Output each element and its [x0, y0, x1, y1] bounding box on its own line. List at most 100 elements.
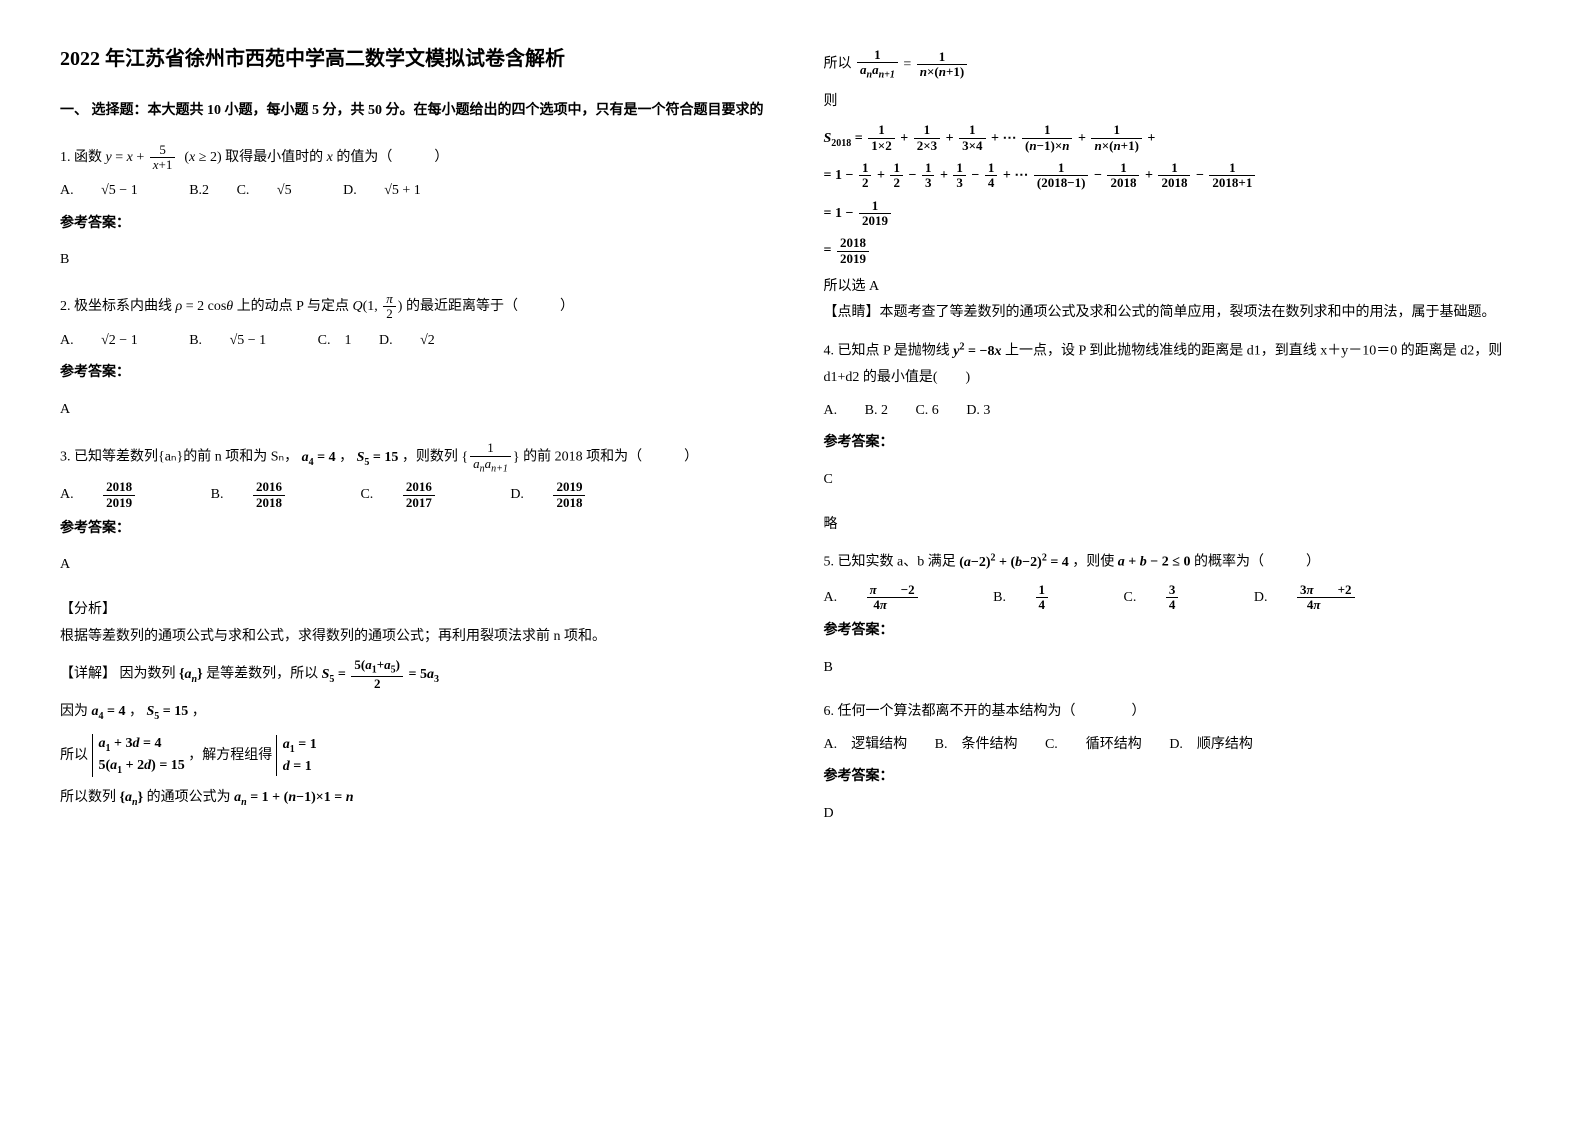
r-then: 则: [824, 89, 1528, 116]
r-result: 所以选 A: [824, 274, 1528, 301]
q2-ans: A: [60, 397, 764, 424]
q6-ans: D: [824, 801, 1528, 828]
q3-d2c: S5 = 15: [146, 704, 188, 719]
question-1: 1. 函数 y = x + 5x+1 (x ≥ 2) 取得最小值时的 x 的值为…: [60, 143, 764, 173]
q3-detail-3: 所以 a1 + 3d = 4 5(a1 + 2d) = 15 ，解方程组得 a1…: [60, 734, 764, 778]
section-intro: 一、 选择题：本大题共 10 小题，每小题 5 分，共 50 分。在每小题给出的…: [60, 98, 764, 125]
r-simplify2: = 20182019: [824, 236, 1528, 266]
q2-ans-label: 参考答案：: [60, 360, 764, 387]
q1-ans: B: [60, 247, 764, 274]
q6-optB: B. 条件结构: [935, 732, 1018, 759]
q3-system1: a1 + 3d = 4 5(a1 + 2d) = 15: [92, 734, 185, 778]
q5-optC: C. 34: [1124, 583, 1227, 613]
q3-optA: A. 20182019: [60, 480, 183, 510]
q3-a4: a4 = 4: [302, 450, 336, 465]
q3-detail-2: 因为 a4 = 4 ， S5 = 15 ，: [60, 699, 764, 726]
q3-d1eq: S5 = 5(a1+a5)2 = 5a3: [322, 667, 439, 682]
q6-ans-label: 参考答案：: [824, 764, 1528, 791]
q2-optB: B. √5 − 1: [189, 328, 290, 355]
q5-mid: ，则使: [1072, 555, 1114, 570]
q3-d4b: 的通项公式为: [147, 790, 231, 805]
question-4: 4. 已知点 P 是抛物线 y2 = −8x 上一点，设 P 到此抛物线准线的距…: [824, 337, 1528, 392]
q5-suffix: 的概率为（ ）: [1194, 555, 1320, 570]
q3-mid2: ，则数列: [402, 450, 458, 465]
q4-ans: C: [824, 467, 1528, 494]
q5-prefix: 5. 已知实数 a、b 满足: [824, 555, 956, 570]
q3-optB: B. 20162018: [211, 480, 333, 510]
q5-ans-label: 参考答案：: [824, 618, 1528, 645]
q5-optD: D. 3π+24π: [1254, 583, 1403, 613]
q6-options: A. 逻辑结构 B. 条件结构 C. 循环结构 D. 顺序结构: [824, 732, 1528, 759]
q3-suffix: 的前 2018 项和为（ ）: [523, 450, 698, 465]
q3-analysis-label: 【分析】: [60, 597, 764, 624]
q4-parabola: y2 = −8x: [953, 344, 1001, 359]
q3-d2d: ，: [192, 704, 206, 719]
q5-ans: B: [824, 655, 1528, 682]
q2-curve: ρ = 2 cosθ: [176, 299, 234, 314]
q3-prefix: 3. 已知等差数列{aₙ}的前 n 项和为 Sₙ，: [60, 450, 298, 465]
q3-d3a: 所以: [60, 748, 88, 763]
q1-optA: A. √5 − 1: [60, 178, 162, 205]
q3-d1b: 是等差数列，所以: [206, 667, 318, 682]
r1f: 1anan+1 = 1n×(n+1): [855, 57, 969, 72]
q4-optC: C. 6: [915, 398, 938, 425]
q3-mid1: ，: [339, 450, 353, 465]
q1-ans-label: 参考答案：: [60, 211, 764, 238]
q3-optC: C. 20162017: [360, 480, 482, 510]
question-2: 2. 极坐标系内曲线 ρ = 2 cosθ 上的动点 P 与定点 Q(1, π2…: [60, 292, 764, 322]
q1-options: A. √5 − 1 B.2 C. √5 D. √5 + 1: [60, 178, 764, 205]
q4-ans-label: 参考答案：: [824, 430, 1528, 457]
q4-optD: D. 3: [966, 398, 990, 425]
q1-suffix1: 取得最小值时的: [225, 150, 323, 165]
r-s2018: S2018 = 11×2 + 12×3 + 13×4 + ⋯ 1(n−1)×n …: [824, 123, 1528, 153]
q3-ans: A: [60, 552, 764, 579]
q4-options: A. B. 2 C. 6 D. 3: [824, 398, 1528, 425]
question-6: 6. 任何一个算法都离不开的基本结构为（ ）: [824, 699, 1528, 726]
q3-detail-1: 【详解】 因为数列 {an} 是等差数列，所以 S5 = 5(a1+a5)2 =…: [60, 658, 764, 691]
q3-d2: 因为: [60, 704, 88, 719]
r-eq1: 所以 1anan+1 = 1n×(n+1): [824, 48, 1528, 81]
q3-d3b: ，解方程组得: [188, 748, 272, 763]
q1-optD: D. √5 + 1: [343, 178, 445, 205]
q6-optC: C. 循环结构: [1045, 732, 1142, 759]
q3-system2: a1 = 1 d = 1: [276, 735, 317, 776]
q5-circle: (a−2)2 + (b−2)2 = 4: [959, 555, 1069, 570]
q2-mid: 上的动点 P 与定点: [237, 299, 349, 314]
q1-formula: y = x + 5x+1 (x ≥ 2): [106, 150, 226, 165]
q3-detail-4: 所以数列 {an} 的通项公式为 an = 1 + (n−1)×1 = n: [60, 785, 764, 812]
q2-suffix: 的最近距离等于（ ）: [406, 299, 574, 314]
q3-d4f: {an}: [120, 790, 144, 805]
q1-suffix2: 的值为（ ）: [336, 150, 448, 165]
q4-prefix: 4. 已知点 P 是抛物线: [824, 344, 950, 359]
q1-optC: C. √5: [237, 178, 316, 205]
q3-s5: S5 = 15: [357, 450, 399, 465]
q4-optA: A.: [824, 398, 838, 425]
r-comment: 【点睛】本题考查了等差数列的通项公式及求和公式的简单应用，裂项法在数列求和中的用…: [824, 300, 1528, 327]
q6-optD: D. 顺序结构: [1169, 732, 1253, 759]
comment-text: 本题考查了等差数列的通项公式及求和公式的简单应用，裂项法在数列求和中的用法，属于…: [880, 305, 1496, 320]
q3-optD: D. 20192018: [510, 480, 633, 510]
q5-optA: A. π−24π: [824, 583, 966, 613]
q4-optB: B. 2: [865, 398, 888, 425]
q3-d2b: ，: [129, 704, 143, 719]
question-3: 3. 已知等差数列{aₙ}的前 n 项和为 Sₙ， a4 = 4 ， S5 = …: [60, 441, 764, 474]
q2-prefix: 2. 极坐标系内曲线: [60, 299, 172, 314]
q3-d4a: 所以数列: [60, 790, 116, 805]
r-simplify1: = 1 − 12019: [824, 199, 1528, 229]
q1-x: x: [327, 150, 333, 165]
q3-seq: {1anan+1}: [461, 450, 523, 465]
comment-label: 【点睛】: [824, 305, 880, 320]
left-column: 2022 年江苏省徐州市西苑中学高二数学文模拟试卷含解析 一、 选择题：本大题共…: [60, 40, 764, 846]
q3-ans-label: 参考答案：: [60, 516, 764, 543]
q3-d1f: {an}: [179, 667, 203, 682]
q5-ineq: a + b − 2 ≤ 0: [1118, 555, 1191, 570]
q5-options: A. π−24π B. 14 C. 34 D. 3π+24π: [824, 583, 1528, 613]
q2-optC: C. 1: [318, 328, 352, 355]
q5-optB: B. 14: [993, 583, 1096, 613]
q2-options: A. √2 − 1 B. √5 − 1 C. 1 D. √2: [60, 328, 764, 355]
q3-d1a: 因为数列: [120, 667, 176, 682]
q2-optD: D. √2: [379, 328, 459, 355]
q6-optA: A. 逻辑结构: [824, 732, 908, 759]
q3-options: A. 20182019 B. 20162018 C. 20162017 D. 2…: [60, 480, 764, 510]
q1-prefix: 1. 函数: [60, 150, 102, 165]
